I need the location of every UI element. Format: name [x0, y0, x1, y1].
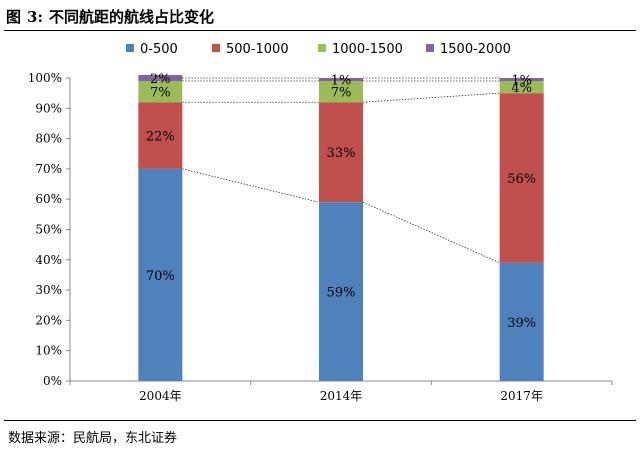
chart-data-labels: 70%22%7%2%59%33%7%1%39%56%4%1%: [146, 72, 536, 331]
y-tick-label: 90%: [35, 101, 62, 115]
figure-label: 图: [6, 8, 22, 26]
bar-2017年-1500-2000: [499, 78, 544, 82]
bar-2017年-500-1000: [499, 93, 544, 263]
source-rule: [4, 420, 636, 421]
bar-2014年-1000-1500: [319, 81, 363, 103]
y-tick-label: 50%: [35, 223, 62, 237]
legend-label-500-1000: 500-1000: [226, 42, 289, 57]
y-tick-label: 80%: [35, 132, 62, 146]
y-tick-label: 100%: [28, 71, 62, 85]
x-tick-label: 2004年: [139, 389, 182, 403]
data-label-2014年-1500-2000: 1%: [331, 74, 352, 89]
stacked-bar-chart: 0-500 500-1000 1000-1500 1500-2000 0% 10% 20%…: [28, 42, 613, 403]
data-label-2014年-1000-1500: 7%: [331, 86, 352, 101]
data-label-2004年-0-500: 70%: [146, 269, 175, 284]
legend-label-0-500: 0-500: [140, 42, 178, 57]
data-label-2017年-0-500: 39%: [507, 316, 536, 331]
y-tick-label: 40%: [35, 253, 62, 267]
data-label-2004年-1000-1500: 7%: [150, 86, 171, 101]
chart-axes: 0% 10% 20% 30% 40% 50% 60% 70% 80% 90% 100% 2004年 20…: [28, 71, 613, 403]
y-tick-label: 60%: [35, 192, 62, 206]
chart-bars: [138, 74, 544, 381]
y-tick-label: 70%: [35, 162, 62, 176]
data-label-2014年-500-1000: 33%: [327, 146, 356, 161]
bar-2004年-1500-2000: [138, 74, 183, 82]
data-label-2004年-500-1000: 22%: [146, 130, 175, 145]
figure-title: 图 3: 不同航距的航线占比变化: [6, 6, 214, 27]
data-label-2017年-500-1000: 56%: [507, 172, 536, 187]
data-label-2017年-1500-2000: 1%: [511, 74, 532, 89]
bar-2004年-1000-1500: [138, 81, 183, 103]
connector-lines: [182, 77, 500, 264]
legend-swatch-500-1000: [212, 44, 220, 52]
x-tick-label: 2014年: [320, 389, 363, 403]
bar-2014年-500-1000: [319, 102, 363, 203]
chart-legend: 0-500 500-1000 1000-1500 1500-2000: [126, 42, 511, 57]
bar-2017年-0-500: [499, 262, 544, 381]
data-label-2004年-1500-2000: 2%: [150, 72, 171, 87]
data-label-2014年-0-500: 59%: [327, 286, 356, 301]
x-tick-label: 2017年: [500, 389, 543, 403]
connector-line: [362, 201, 500, 264]
legend-swatch-1000-1500: [318, 44, 326, 52]
figure-number: 3:: [27, 8, 43, 26]
legend-label-1500-2000: 1500-2000: [440, 42, 511, 57]
y-tick-label: 30%: [35, 283, 62, 297]
bar-2004年-500-1000: [138, 102, 183, 169]
legend-swatch-1500-2000: [426, 44, 434, 52]
figure-title-text: 不同航距的航线占比变化: [49, 8, 215, 26]
legend-swatch-0-500: [126, 44, 134, 52]
connector-line: [362, 92, 500, 103]
y-tick-label: 20%: [35, 313, 62, 327]
source-note: 数据来源：民航局，东北证券: [8, 431, 178, 446]
data-label-2017年-1000-1500: 4%: [511, 81, 532, 96]
legend-label-1000-1500: 1000-1500: [332, 42, 403, 57]
bar-2017年-1000-1500: [499, 81, 544, 94]
bar-2014年-0-500: [319, 202, 363, 381]
bar-2014年-1500-2000: [319, 78, 363, 82]
title-rule: [4, 30, 636, 31]
connector-line: [182, 168, 320, 203]
y-tick-label: 0%: [43, 374, 62, 388]
bar-2004年-0-500: [138, 168, 183, 381]
y-tick-label: 10%: [35, 344, 62, 358]
